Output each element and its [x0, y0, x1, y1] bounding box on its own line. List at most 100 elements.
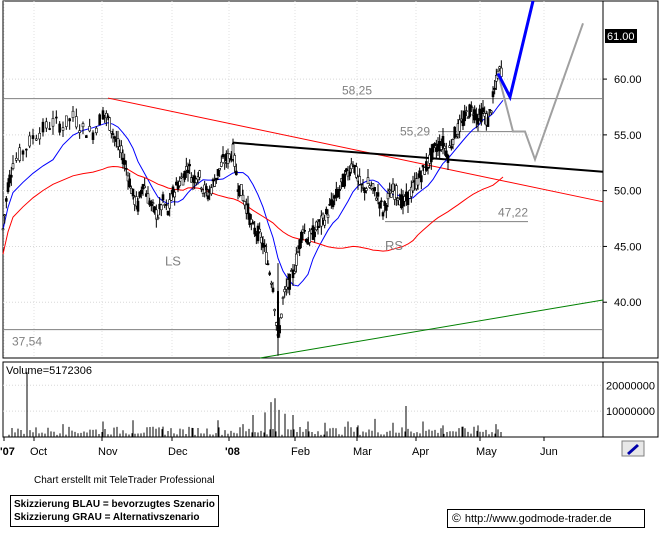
- candle-body: [256, 225, 260, 242]
- candle-body: [381, 212, 385, 217]
- source-link[interactable]: © http://www.godmode-trader.de: [447, 509, 645, 528]
- price-scale: [602, 0, 659, 359]
- candle-body: [410, 186, 413, 197]
- candle-body: [391, 183, 395, 192]
- candle-body: [325, 208, 328, 215]
- candle-body: [95, 127, 98, 134]
- candle-body: [476, 118, 480, 125]
- candle-body: [211, 179, 215, 182]
- candle-body: [271, 287, 275, 292]
- candle-body: [455, 136, 458, 139]
- candle-body: [260, 237, 263, 244]
- candle-body: [390, 192, 393, 198]
- candle-body: [105, 112, 108, 119]
- candle-body: [458, 119, 461, 132]
- candle-body: [143, 185, 146, 188]
- volume-label: Volume=5172306: [6, 365, 92, 377]
- time-tick-label: Jun: [540, 446, 558, 458]
- candle-body: [421, 165, 425, 168]
- candle-body: [161, 194, 165, 201]
- candle-body: [463, 110, 466, 122]
- candle-body: [385, 205, 388, 211]
- candle-body: [470, 105, 473, 108]
- candle-body: [21, 150, 25, 155]
- legend-grey: Skizzierung GRAU = Alternativszenario: [14, 512, 200, 523]
- candle-body: [146, 193, 150, 204]
- candle-body: [28, 135, 31, 147]
- candle-body: [196, 176, 200, 181]
- candle-body: [425, 161, 428, 171]
- candle-body: [411, 182, 415, 192]
- candle-body: [38, 132, 41, 140]
- candle-body: [303, 230, 306, 232]
- candle-body: [181, 177, 185, 186]
- candle-body: [241, 194, 245, 201]
- candle-body: [446, 154, 450, 163]
- candle-body: [270, 282, 273, 285]
- candle-body: [116, 138, 120, 147]
- candle-body: [418, 170, 421, 178]
- pattern-label: LS: [165, 253, 181, 268]
- candle-body: [375, 197, 378, 201]
- candle-body: [155, 209, 158, 220]
- candle-body: [395, 185, 398, 199]
- candle-body: [98, 114, 101, 126]
- candle-body: [75, 116, 78, 128]
- scenario-grey: [497, 22, 584, 163]
- candle-body: [1, 228, 5, 231]
- candle-body: [51, 118, 55, 127]
- horizontal-levels: 58,25 55,29 47,22 37,54: [3, 84, 603, 349]
- time-tick-label: Feb: [291, 446, 310, 458]
- candle-body: [321, 213, 325, 219]
- candle-body: [178, 181, 181, 187]
- price-tick-label: 50.00: [614, 186, 642, 198]
- candle-body: [323, 219, 326, 226]
- candle-body: [85, 135, 88, 138]
- candle-body: [396, 198, 400, 202]
- candle-body: [41, 121, 45, 133]
- candle-body: [11, 163, 15, 169]
- candle-body: [258, 228, 261, 232]
- price-panel: [2, 0, 604, 359]
- candle-body: [326, 214, 330, 218]
- legend-blue: Skizzierung BLAU = bevorzugtes Szenario: [14, 499, 215, 510]
- candle-body: [268, 272, 271, 275]
- candle-body: [213, 180, 216, 187]
- level-label: 37,54: [12, 335, 42, 349]
- candle-body: [493, 87, 496, 90]
- time-tick-label: Oct: [30, 446, 47, 458]
- candle-body: [343, 173, 346, 187]
- chart-credit: Chart erstellt mit TeleTrader Profession…: [34, 475, 215, 486]
- candle-body: [388, 189, 391, 192]
- candle-body: [235, 170, 238, 176]
- candle-body: [266, 263, 270, 265]
- candle-body: [188, 164, 191, 167]
- candle-body: [151, 202, 155, 204]
- volume-scale: [602, 361, 659, 438]
- volume-tick-label: 10000000: [606, 406, 655, 418]
- candle-body: [371, 183, 375, 189]
- candle-body: [250, 219, 253, 224]
- candle-body: [433, 143, 436, 147]
- candle-body: [88, 126, 91, 132]
- candle-body: [308, 231, 311, 243]
- candle-body: [351, 164, 355, 166]
- candle-body: [491, 91, 495, 98]
- candle-body: [315, 221, 318, 230]
- candle-body: [71, 110, 75, 119]
- candle-body: [313, 231, 316, 238]
- scenario-legend: Skizzierung BLAU = bevorzugtes Szenario …: [10, 495, 219, 527]
- candle-body: [350, 163, 353, 169]
- candle-body: [280, 313, 283, 318]
- time-tick-label: '08: [225, 446, 240, 458]
- source-url[interactable]: http://www.godmode-trader.de: [464, 513, 612, 525]
- last-price-tag: [605, 29, 637, 43]
- candle-body: [283, 289, 286, 293]
- candle-body: [220, 161, 223, 167]
- neckline: [232, 141, 604, 173]
- candle-body: [305, 238, 308, 243]
- candle-body: [48, 128, 51, 130]
- candle-body: [488, 109, 491, 111]
- candle-body: [298, 239, 301, 250]
- candle-body: [91, 132, 95, 140]
